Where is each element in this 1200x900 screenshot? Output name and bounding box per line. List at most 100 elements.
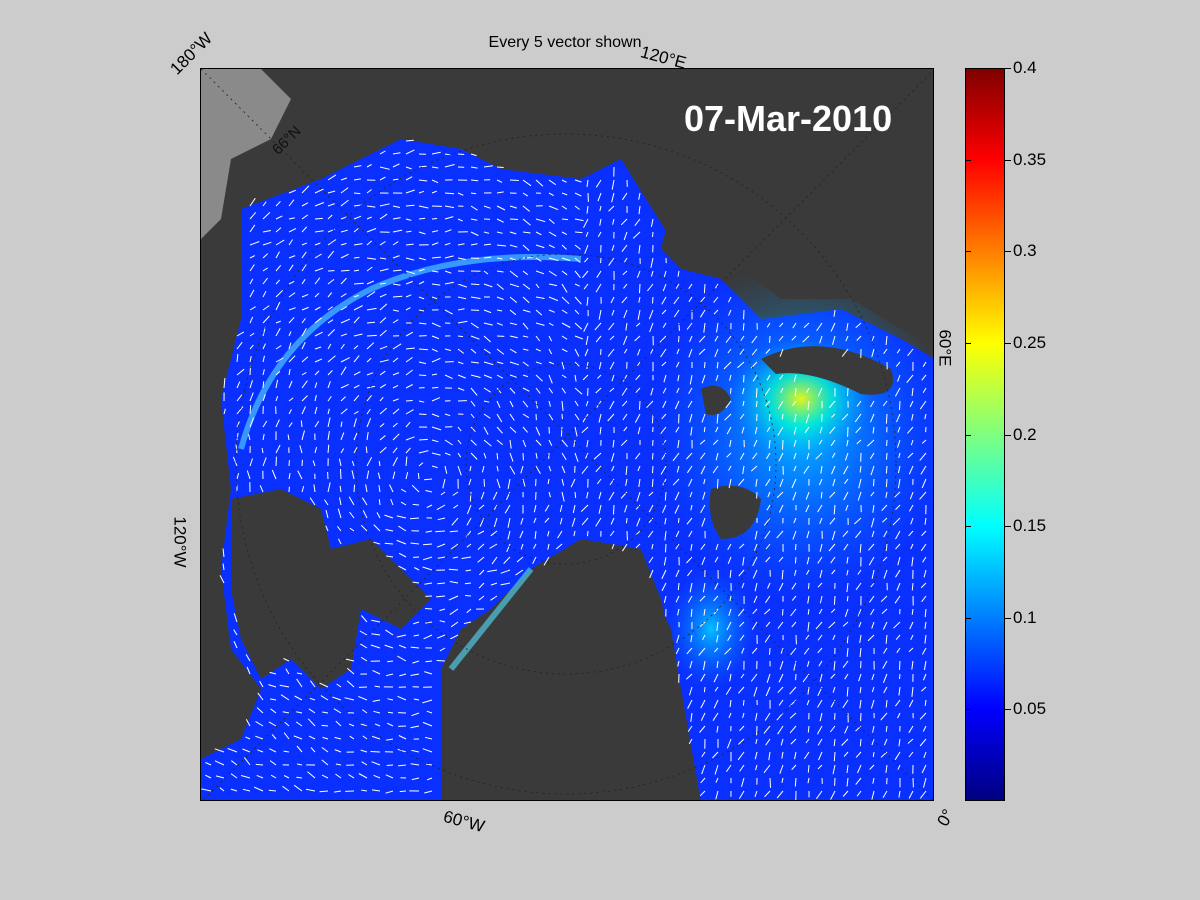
drift-vector: [314, 406, 318, 415]
drift-vector: [457, 426, 462, 432]
drift-vector: [651, 543, 654, 550]
drift-vector: [675, 361, 680, 368]
drift-vector: [452, 556, 459, 559]
drift-vector: [795, 543, 797, 551]
drift-vector: [392, 422, 398, 428]
drift-vector: [544, 504, 550, 512]
colorbar-tick: [1005, 251, 1011, 253]
drift-vector: [308, 708, 316, 714]
drift-vector: [444, 439, 453, 446]
drift-vector: [882, 673, 888, 683]
drift-vector: [561, 231, 568, 236]
drift-vector: [424, 478, 433, 481]
drift-vector: [777, 686, 784, 694]
drift-vector: [385, 629, 394, 636]
drift-vector: [249, 224, 256, 233]
drift-vector: [699, 595, 706, 602]
drift-vector: [417, 472, 420, 480]
drift-vector: [422, 543, 433, 546]
drift-vector: [392, 433, 400, 441]
drift-vector: [779, 660, 784, 670]
drift-vector: [522, 179, 532, 187]
drift-vector: [308, 735, 316, 740]
landmass-archipelago: [231, 489, 431, 689]
drift-vector: [268, 721, 277, 727]
drift-vector: [444, 205, 455, 209]
drift-vector: [233, 640, 238, 649]
drift-vector: [790, 608, 797, 617]
drift-vector: [818, 478, 823, 486]
drift-vector: [405, 409, 414, 415]
drift-vector: [808, 582, 810, 589]
colorbar-tick-inner: [965, 526, 971, 528]
drift-vector: [366, 372, 374, 376]
drift-vector: [373, 710, 381, 714]
drift-vector: [548, 179, 556, 186]
drift-vector: [384, 542, 394, 545]
drift-vector: [859, 699, 862, 709]
drift-vector: [314, 346, 322, 350]
drift-vector: [470, 192, 477, 195]
drift-vector: [742, 699, 745, 706]
drift-vector: [398, 735, 407, 740]
drift-vector: [634, 413, 641, 423]
drift-vector: [639, 400, 641, 410]
drift-vector: [509, 361, 520, 366]
drift-vector: [805, 738, 810, 744]
drift-vector: [410, 646, 420, 649]
drift-vector: [288, 199, 295, 207]
drift-vector: [399, 673, 407, 677]
drift-vector: [921, 478, 927, 489]
drift-vector: [313, 484, 316, 493]
drift-vector: [392, 241, 399, 246]
drift-vector: [662, 439, 667, 445]
drift-vector: [859, 738, 862, 747]
drift-vector: [676, 465, 680, 473]
drift-vector: [296, 763, 303, 766]
drift-vector: [436, 504, 446, 511]
drift-vector: [379, 383, 387, 389]
drift-vector: [410, 542, 420, 545]
drift-vector: [715, 374, 719, 381]
drift-vector: [448, 568, 459, 571]
drift-vector: [436, 660, 446, 662]
drift-vector: [872, 751, 875, 758]
drift-vector: [431, 452, 441, 456]
drift-vector: [535, 374, 543, 382]
drift-vector: [895, 361, 901, 367]
drift-vector: [690, 712, 693, 722]
drift-vector: [548, 231, 557, 237]
drift-vector: [547, 543, 550, 550]
drift-vector: [411, 749, 420, 753]
drift-vector: [649, 569, 654, 579]
drift-vector: [897, 439, 901, 448]
drift-vector: [256, 707, 264, 714]
drift-vector: [418, 231, 426, 235]
drift-vector: [275, 371, 281, 376]
drift-vector: [819, 543, 823, 552]
drift-vector: [431, 373, 438, 376]
drift-vector: [769, 335, 771, 343]
drift-vector: [621, 400, 628, 407]
drift-vector: [807, 595, 810, 604]
drift-vector: [791, 582, 797, 590]
drift-vector: [652, 296, 654, 304]
drift-vector: [831, 465, 836, 475]
drift-vector: [897, 478, 901, 489]
drift-vector: [909, 491, 914, 500]
drift-vector: [688, 530, 693, 537]
drift-vector: [907, 348, 914, 357]
drift-vector: [483, 283, 493, 288]
drift-vector: [764, 387, 771, 397]
drift-vector: [635, 543, 641, 549]
drift-vector: [859, 686, 862, 694]
drift-vector: [882, 556, 888, 562]
drift-vector: [738, 790, 745, 799]
drift-vector: [457, 374, 466, 379]
drift-vector: [924, 621, 927, 629]
drift-vector: [831, 452, 836, 459]
drift-vector: [856, 400, 862, 407]
drift-vector: [805, 504, 810, 513]
drift-vector: [768, 439, 771, 449]
drift-vector: [753, 595, 758, 604]
